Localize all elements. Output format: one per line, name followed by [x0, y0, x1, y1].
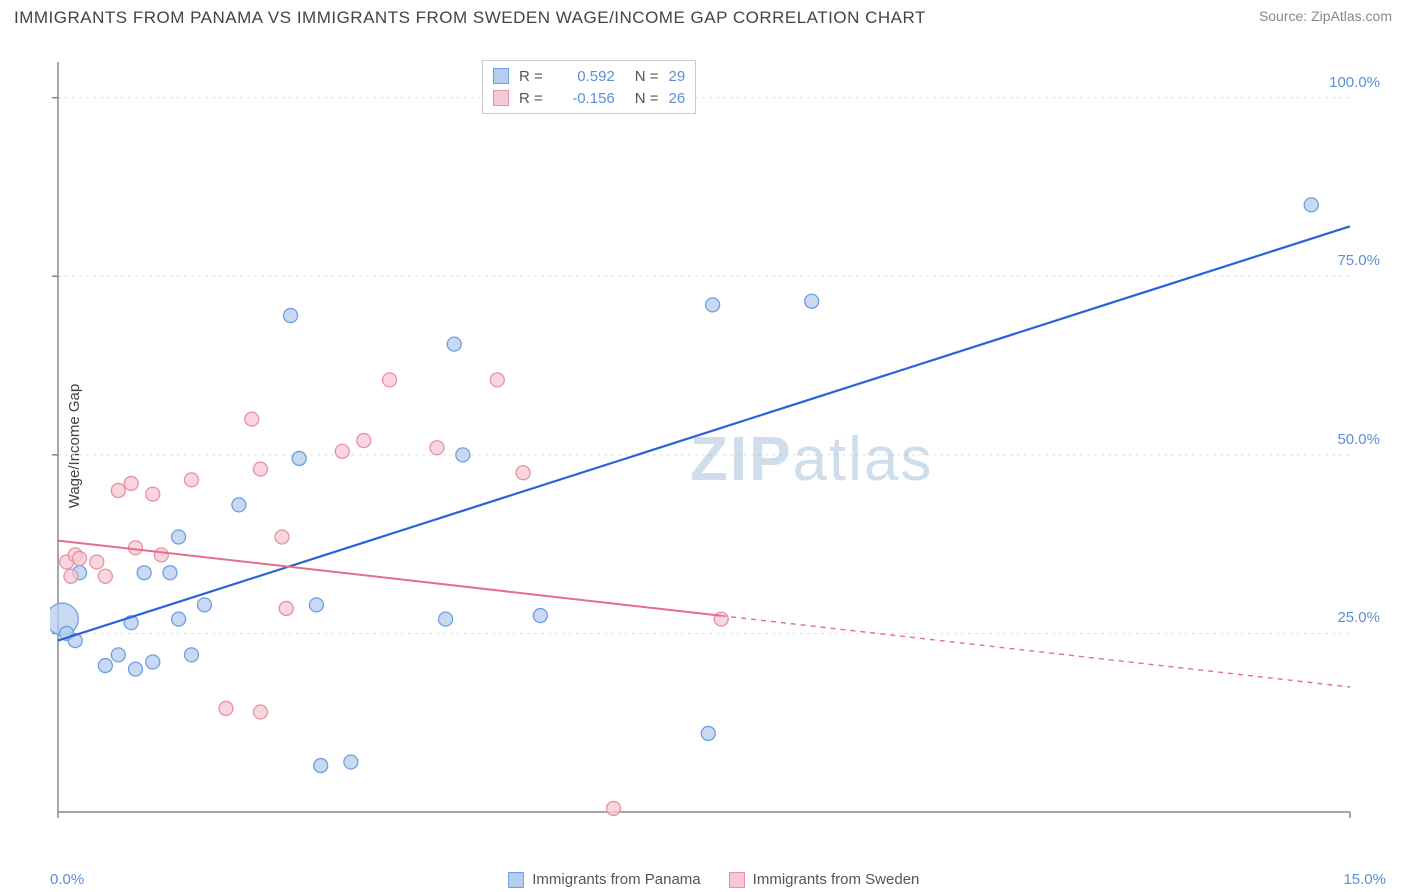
chart-header: IMMIGRANTS FROM PANAMA VS IMMIGRANTS FRO… — [0, 0, 1406, 32]
chart-container: IMMIGRANTS FROM PANAMA VS IMMIGRANTS FRO… — [0, 0, 1406, 892]
stat-value-r: -0.156 — [553, 90, 615, 107]
stat-label-n: N = — [635, 68, 659, 85]
legend-swatch — [729, 872, 745, 888]
stat-label-n: N = — [635, 90, 659, 107]
stat-row: R = -0.156 N = 26 — [493, 87, 685, 109]
stat-row: R = 0.592 N = 29 — [493, 65, 685, 87]
plot-area: ZIPatlas R =0.592N =29R =-0.156N =26 25.… — [50, 54, 1386, 832]
x-tick-label-max: 15.0% — [1343, 871, 1386, 888]
y-tick-label: 75.0% — [1337, 252, 1380, 269]
x-tick-label-min: 0.0% — [50, 871, 84, 888]
stat-value-n: 26 — [669, 90, 686, 107]
legend-label: Immigrants from Sweden — [753, 871, 920, 888]
series-legend: Immigrants from Panama Immigrants from Sw… — [508, 871, 919, 888]
stat-value-n: 29 — [669, 68, 686, 85]
correlation-stats-box: R = 0.592 N = 29 R = -0.156 N = 26 — [482, 60, 696, 114]
legend-item: Immigrants from Sweden — [729, 871, 920, 888]
stat-label-r: R = — [519, 90, 543, 107]
legend-item: Immigrants from Panama — [508, 871, 700, 888]
legend-swatch — [508, 872, 524, 888]
legend-swatch — [493, 68, 509, 84]
y-tick-label: 100.0% — [1329, 74, 1380, 91]
chart-source: Source: ZipAtlas.com — [1259, 8, 1392, 24]
legend-swatch — [493, 90, 509, 106]
stat-label-r: R = — [519, 68, 543, 85]
y-tick-label: 25.0% — [1337, 609, 1380, 626]
x-axis-legend-row: 0.0% Immigrants from PanamaImmigrants fr… — [50, 871, 1386, 888]
y-tick-label: 50.0% — [1337, 431, 1380, 448]
chart-svg — [50, 54, 1386, 832]
stat-value-r: 0.592 — [553, 68, 615, 85]
chart-title: IMMIGRANTS FROM PANAMA VS IMMIGRANTS FRO… — [14, 8, 926, 28]
legend-label: Immigrants from Panama — [532, 871, 700, 888]
